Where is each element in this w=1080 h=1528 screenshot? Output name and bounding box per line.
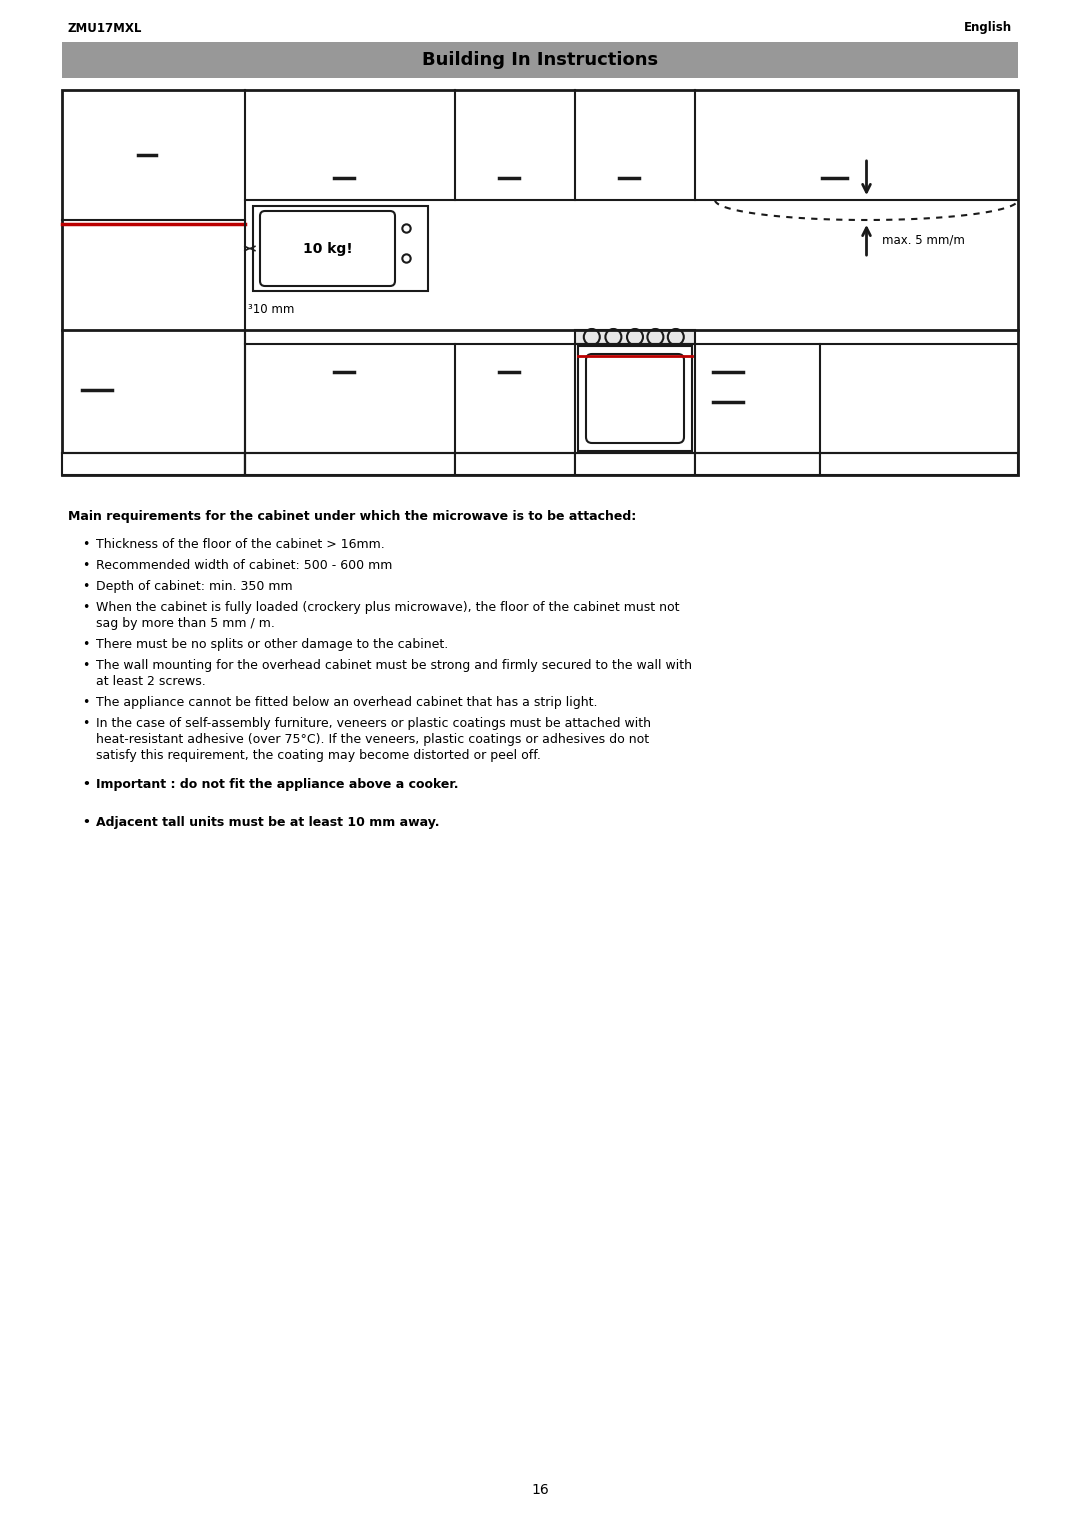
- Text: •: •: [82, 639, 90, 651]
- Text: heat-resistant adhesive (over 75°C). If the veneers, plastic coatings or adhesiv: heat-resistant adhesive (over 75°C). If …: [96, 733, 649, 746]
- Text: •: •: [82, 538, 90, 552]
- Text: satisfy this requirement, the coating may become distorted or peel off.: satisfy this requirement, the coating ma…: [96, 749, 541, 762]
- Text: ZMU17MXL: ZMU17MXL: [68, 21, 143, 35]
- Text: Thickness of the floor of the cabinet > 16mm.: Thickness of the floor of the cabinet > …: [96, 538, 384, 552]
- Bar: [253, 206, 428, 290]
- Text: ³10 mm: ³10 mm: [248, 303, 295, 316]
- Text: Main requirements for the cabinet under which the microwave is to be attached:: Main requirements for the cabinet under …: [68, 510, 636, 523]
- Text: Adjacent tall units must be at least 10 mm away.: Adjacent tall units must be at least 10 …: [96, 816, 440, 830]
- Text: Building In Instructions: Building In Instructions: [422, 50, 658, 69]
- Bar: [62, 452, 245, 475]
- Text: sag by more than 5 mm / m.: sag by more than 5 mm / m.: [96, 617, 275, 630]
- Bar: [578, 345, 692, 451]
- Text: When the cabinet is fully loaded (crockery plus microwave), the floor of the cab: When the cabinet is fully loaded (crocke…: [96, 601, 679, 614]
- Text: 16: 16: [531, 1484, 549, 1497]
- Bar: [455, 452, 575, 475]
- Bar: [575, 330, 696, 344]
- Text: •: •: [82, 559, 90, 571]
- Text: •: •: [82, 778, 90, 792]
- Text: •: •: [82, 717, 90, 730]
- Text: Depth of cabinet: min. 350 mm: Depth of cabinet: min. 350 mm: [96, 581, 293, 593]
- Bar: [696, 452, 820, 475]
- Text: Recommended width of cabinet: 500 - 600 mm: Recommended width of cabinet: 500 - 600 …: [96, 559, 392, 571]
- FancyBboxPatch shape: [586, 354, 684, 443]
- Bar: [820, 452, 1018, 475]
- FancyBboxPatch shape: [260, 211, 395, 286]
- Text: •: •: [82, 659, 90, 672]
- Text: English: English: [963, 21, 1012, 35]
- Bar: [62, 90, 1018, 475]
- Bar: [62, 41, 1018, 78]
- Bar: [575, 452, 696, 475]
- Bar: [245, 452, 455, 475]
- Text: The appliance cannot be fitted below an overhead cabinet that has a strip light.: The appliance cannot be fitted below an …: [96, 695, 597, 709]
- Text: •: •: [82, 601, 90, 614]
- Text: 10 kg!: 10 kg!: [302, 241, 352, 255]
- Text: •: •: [82, 581, 90, 593]
- Text: at least 2 screws.: at least 2 screws.: [96, 675, 206, 688]
- Text: •: •: [82, 816, 90, 830]
- Text: There must be no splits or other damage to the cabinet.: There must be no splits or other damage …: [96, 639, 448, 651]
- Text: max. 5 mm/m: max. 5 mm/m: [881, 234, 964, 246]
- Text: •: •: [82, 695, 90, 709]
- Text: In the case of self-assembly furniture, veneers or plastic coatings must be atta: In the case of self-assembly furniture, …: [96, 717, 651, 730]
- Text: The wall mounting for the overhead cabinet must be strong and firmly secured to : The wall mounting for the overhead cabin…: [96, 659, 692, 672]
- Text: Important : do not fit the appliance above a cooker.: Important : do not fit the appliance abo…: [96, 778, 459, 792]
